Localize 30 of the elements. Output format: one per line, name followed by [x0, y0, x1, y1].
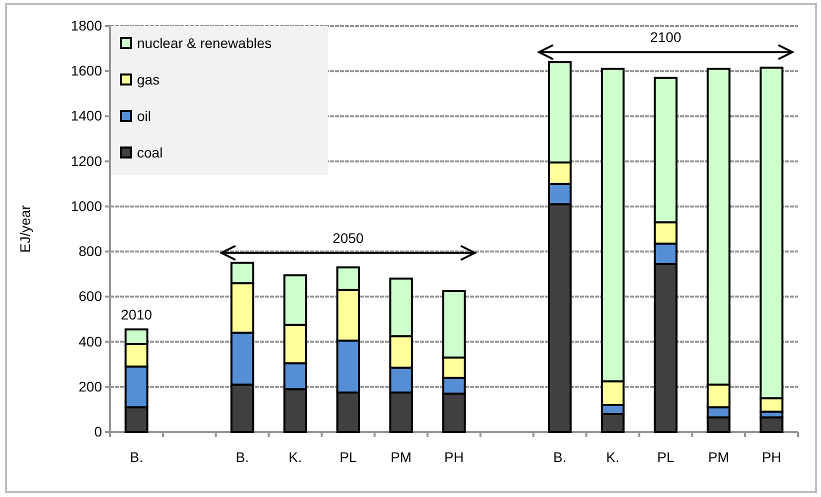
y-tick-label: 1000: [70, 198, 102, 214]
annotation: 2010: [120, 306, 152, 322]
x-tick-label: PH: [762, 448, 782, 465]
y-axis-title: EJ/year: [17, 204, 33, 253]
x-tick-label: PL: [657, 448, 674, 465]
y-tick-label: 200: [78, 378, 102, 394]
annotation: 2100: [650, 29, 682, 46]
x-tick-label: PH: [444, 448, 464, 465]
y-tick-label: 0: [94, 423, 102, 440]
x-tick-label: K.: [288, 448, 302, 465]
y-tick-label: 1600: [70, 62, 102, 79]
bar: [760, 416, 784, 433]
x-tick-label: PM: [390, 448, 412, 465]
x-tick-label: B.: [553, 448, 566, 465]
y-tick-label: 1800: [70, 17, 102, 34]
x-tick-label: PL: [340, 448, 357, 465]
legend-label: gas: [137, 72, 160, 88]
x-tick-label: B.: [236, 448, 249, 465]
legend-label: coal: [137, 144, 163, 160]
x-tick-label: B.: [130, 448, 144, 465]
y-tick-label: 800: [78, 243, 102, 260]
y-tick-label: 400: [78, 333, 102, 350]
y-tick-label: 1200: [70, 152, 102, 169]
y-tick-label: 1400: [70, 108, 102, 124]
legend-label: oil: [137, 108, 152, 124]
annotation: 2050: [332, 230, 364, 246]
legend-label: nuclear & renewables: [137, 35, 272, 51]
x-tick-label: PM: [708, 448, 730, 465]
y-tick-label: 600: [78, 288, 102, 304]
x-tick-label: K.: [606, 448, 620, 465]
